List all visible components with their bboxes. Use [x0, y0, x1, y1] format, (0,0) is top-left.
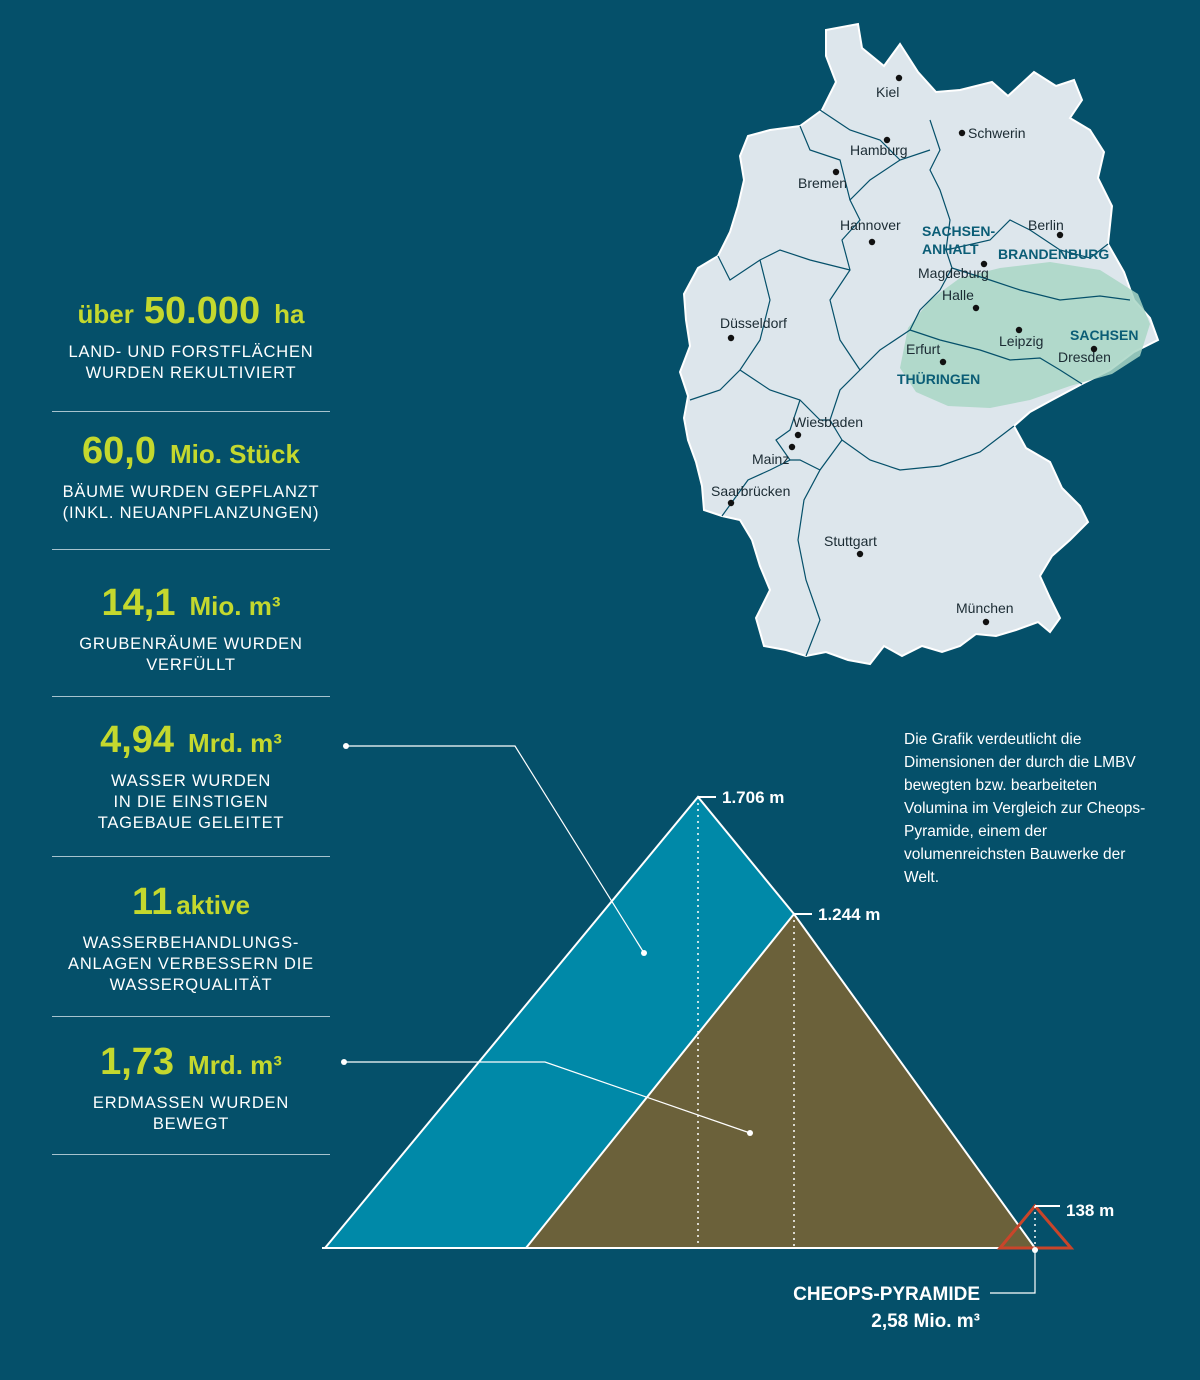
svg-text:Magdeburg: Magdeburg — [918, 265, 989, 281]
state-sachsen-anhalt-line1: SACHSEN- — [922, 223, 995, 239]
svg-text:Bremen: Bremen — [798, 175, 847, 191]
stat-land-prefix: über — [77, 299, 134, 329]
city-erfurt: Erfurt — [906, 341, 947, 366]
stat-treatment: 11 aktive WASSERBEHANDLUNGS- ANLAGEN VERBE… — [52, 857, 330, 1017]
stat-earth-value: 1,73 — [100, 1041, 175, 1083]
svg-text:Wiesbaden: Wiesbaden — [793, 414, 863, 430]
city-wiesbaden: Wiesbaden — [793, 414, 863, 439]
stat-trees-unit: Mio. Stück — [169, 439, 300, 469]
stat-treatment-desc: WASSERBEHANDLUNGS- ANLAGEN VERBESSERN DIE… — [68, 934, 314, 994]
stat-trees-desc: BÄUME WURDEN GEPFLANZT (INKL. NEUANPFLANZ… — [62, 483, 320, 522]
city-duesseldorf: Düsseldorf — [720, 315, 787, 342]
city-hamburg: Hamburg — [850, 136, 908, 158]
city-berlin: Berlin — [1028, 217, 1064, 239]
height-label-cheops: 138 m — [1066, 1201, 1114, 1220]
cheops-volume: 2,58 Mio. m³ — [871, 1311, 980, 1332]
germany-map: Kiel Schwerin Hamburg Bremen Hannover Be… — [678, 22, 1160, 666]
city-dresden: Dresden — [1058, 345, 1111, 365]
map-states: SACHSEN- ANHALT BRANDENBURG SACHSEN THÜR… — [897, 223, 1138, 387]
svg-text:Berlin: Berlin — [1028, 217, 1064, 233]
explanation-note: Die Grafik verdeutlicht die Dimensionen … — [904, 731, 1146, 886]
stat-treatment-suffix: aktive — [176, 890, 250, 920]
svg-text:Schwerin: Schwerin — [968, 125, 1026, 141]
stat-pits-unit: Mio. m³ — [189, 591, 281, 621]
state-borders — [689, 109, 1131, 657]
city-muenchen: München — [956, 600, 1014, 626]
stat-pits-value: 14,1 — [101, 582, 176, 624]
city-mainz: Mainz — [752, 443, 796, 467]
city-magdeburg: Magdeburg — [918, 260, 989, 281]
lusatia-region — [900, 262, 1150, 408]
svg-text:Dresden: Dresden — [1058, 349, 1111, 365]
pyramid-comparison: 1.706 m 1.244 m 138 m CHEOPS-PYRAMIDE 2,… — [322, 743, 1114, 1332]
city-kiel: Kiel — [876, 74, 903, 100]
stat-water: 4,94 Mrd. m³ WASSER WURDEN IN DIE EINSTIGE… — [52, 697, 330, 857]
svg-text:Saarbrücken: Saarbrücken — [711, 483, 790, 499]
city-halle: Halle — [942, 287, 980, 312]
map-cities: Kiel Schwerin Hamburg Bremen Hannover Be… — [711, 74, 1111, 626]
stat-earth-desc: ERDMASSEN WURDEN BEWEGT — [92, 1094, 290, 1133]
state-sachsen: SACHSEN — [1070, 327, 1138, 343]
stat-treatment-value: 11 — [132, 881, 173, 923]
city-stuttgart: Stuttgart — [824, 533, 877, 558]
city-schwerin: Schwerin — [958, 125, 1026, 141]
svg-text:Stuttgart: Stuttgart — [824, 533, 877, 549]
city-saarbruecken: Saarbrücken — [711, 483, 790, 507]
state-brandenburg: BRANDENBURG — [998, 246, 1109, 262]
svg-text:Erfurt: Erfurt — [906, 341, 940, 357]
svg-text:Halle: Halle — [942, 287, 974, 303]
state-sachsen-anhalt-line2: ANHALT — [922, 241, 979, 257]
stat-trees: 60,0 Mio. Stück BÄUME WURDEN GEPFLANZT (IN… — [52, 412, 330, 550]
city-bremen: Bremen — [798, 168, 847, 191]
svg-text:München: München — [956, 600, 1014, 616]
stat-water-unit: Mrd. m³ — [188, 728, 282, 758]
cheops-title: CHEOPS-PYRAMIDE — [793, 1284, 980, 1305]
city-leipzig: Leipzig — [999, 326, 1043, 349]
stat-pits: 14,1 Mio. m³ GRUBENRÄUME WURDEN VERFÜLLT — [52, 550, 330, 697]
svg-text:Leipzig: Leipzig — [999, 333, 1043, 349]
stat-water-desc: WASSER WURDEN IN DIE EINSTIGEN TAGEBAUE GE… — [97, 772, 285, 832]
stat-trees-value: 60,0 — [82, 430, 156, 472]
stat-earth-unit: Mrd. m³ — [188, 1050, 282, 1080]
city-hannover: Hannover — [840, 217, 901, 246]
water-pyramid — [325, 797, 794, 1248]
svg-text:Düsseldorf: Düsseldorf — [720, 315, 787, 331]
stat-land: über 50.000 ha LAND- UND FORSTFLÄCHEN WURDE… — [52, 286, 330, 412]
svg-text:Hamburg: Hamburg — [850, 142, 908, 158]
svg-text:Mainz: Mainz — [752, 451, 789, 467]
state-thueringen: THÜRINGEN — [897, 371, 980, 387]
height-label-water: 1.706 m — [722, 788, 784, 807]
stat-pits-desc: GRUBENRÄUME WURDEN VERFÜLLT — [79, 635, 303, 674]
stat-land-desc: LAND- UND FORSTFLÄCHEN WURDEN REKULTIVIER… — [68, 343, 314, 382]
leader-dots — [341, 743, 1038, 1253]
stat-water-value: 4,94 — [100, 719, 175, 761]
svg-text:Hannover: Hannover — [840, 217, 901, 233]
stat-earth: 1,73 Mrd. m³ ERDMASSEN WURDEN BEWEGT — [52, 1017, 330, 1155]
svg-text:Kiel: Kiel — [876, 84, 899, 100]
stat-land-unit: ha — [274, 299, 305, 329]
height-label-earth: 1.244 m — [818, 905, 880, 924]
stat-land-value: 50.000 — [143, 290, 261, 332]
earth-pyramid — [526, 914, 1035, 1248]
stats-column: über 50.000 ha LAND- UND FORSTFLÄCHEN WURDE… — [52, 286, 330, 1155]
leader-lines — [344, 745, 1036, 1294]
